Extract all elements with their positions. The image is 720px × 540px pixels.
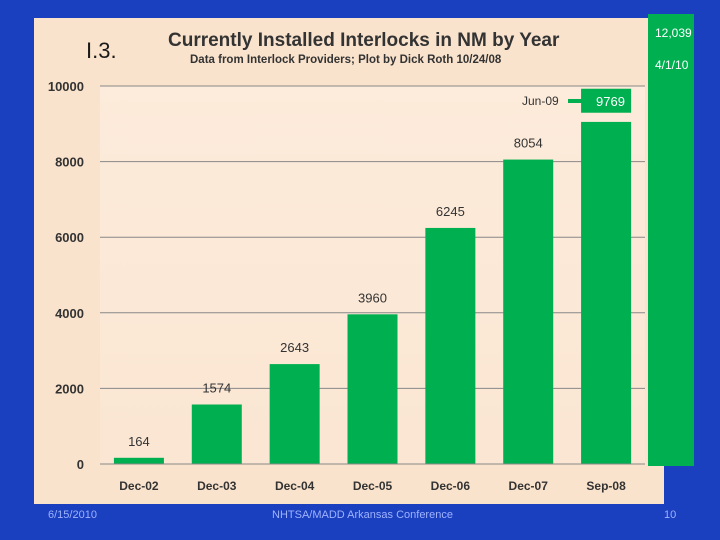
y-axis-ticks: 0 2000 4000 6000 8000 10000: [48, 79, 84, 472]
slide-label: I.3.: [86, 38, 117, 63]
y-tick-label: 2000: [55, 381, 84, 396]
bar-Sep-08: [581, 121, 632, 464]
footer-page-number: 10: [664, 509, 677, 521]
bar-data-label: 6245: [436, 204, 465, 219]
y-tick-label: 10000: [48, 79, 84, 94]
x-tick-label: Dec-04: [275, 479, 315, 493]
bar-data-label: 164: [128, 434, 150, 449]
bar-Dec-07: [503, 159, 554, 464]
bar-data-labels: 164 1574 2643 3960 6245 8054: [128, 136, 543, 449]
x-tick-label: Dec-06: [431, 479, 471, 493]
bar-Dec-06: [425, 227, 476, 464]
y-tick-label: 6000: [55, 230, 84, 245]
bar-Dec-04: [269, 364, 320, 464]
y-tick-label: 0: [77, 457, 84, 472]
bar-data-label: 3960: [358, 290, 387, 305]
x-tick-label: Sep-08: [586, 479, 626, 493]
bars: [113, 121, 632, 464]
x-axis-ticks: Dec-02 Dec-03 Dec-04 Dec-05 Dec-06 Dec-07 Sep-…: [119, 479, 626, 493]
chart-title: Currently Installed Interlocks in NM by …: [168, 30, 560, 51]
bar-Dec-05: [347, 314, 398, 464]
footer-date: 6/15/2010: [48, 509, 97, 521]
bar-Dec-03: [191, 404, 242, 464]
top-date-label: 4/1/10: [655, 58, 689, 72]
top-value-label: 12,039: [655, 26, 692, 40]
arrow-icon: [568, 95, 592, 107]
x-tick-label: Dec-07: [509, 479, 549, 493]
jun09-label: Jun-09: [522, 94, 559, 108]
y-tick-label: 4000: [55, 306, 84, 321]
footer-conference: NHTSA/MADD Arkansas Conference: [272, 509, 453, 521]
bar-data-label: 8054: [514, 136, 543, 151]
x-tick-label: Dec-05: [353, 479, 393, 493]
overlay-bar-4-1-10: [648, 14, 694, 466]
x-tick-label: Dec-03: [197, 479, 237, 493]
x-tick-label: Dec-02: [119, 479, 159, 493]
bar-data-label: 1574: [202, 381, 231, 396]
jun09-value-label: 9769: [596, 94, 625, 109]
chart-subtitle: Data from Interlock Providers; Plot by D…: [190, 54, 502, 66]
y-tick-label: 8000: [55, 155, 84, 170]
bar-data-label: 2643: [280, 340, 309, 355]
bar-Dec-02: [113, 457, 164, 464]
